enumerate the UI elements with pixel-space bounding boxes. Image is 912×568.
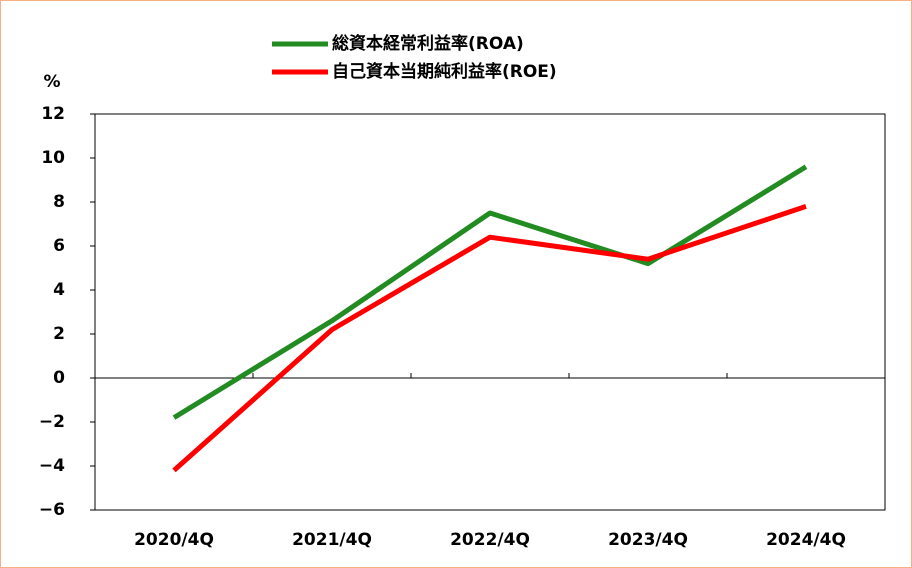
x-tick-label: 2024/4Q — [766, 530, 846, 550]
y-tick-label: −4 — [39, 456, 65, 476]
y-tick-label: −6 — [39, 500, 65, 520]
x-tick-label: 2020/4Q — [134, 530, 214, 550]
y-tick-label: 10 — [41, 148, 65, 168]
y-tick-label: 2 — [53, 324, 65, 344]
x-tick-label: 2022/4Q — [450, 530, 530, 550]
y-axis-label: % — [43, 72, 60, 92]
x-tick-label: 2021/4Q — [292, 530, 372, 550]
y-tick-label: 12 — [41, 104, 65, 124]
x-tick-label: 2023/4Q — [608, 530, 688, 550]
y-tick-label: −2 — [39, 412, 65, 432]
y-tick-label: 8 — [53, 192, 65, 212]
y-tick-label: 4 — [53, 280, 65, 300]
legend-label: 自己資本当期純利益率(ROE) — [332, 61, 557, 82]
data-line — [172, 164, 808, 420]
legend-label: 総資本経常利益率(ROA) — [332, 33, 524, 54]
data-line — [172, 204, 807, 473]
y-tick-label: 0 — [53, 368, 65, 388]
y-tick-label: 6 — [53, 236, 65, 256]
plot-area — [94, 113, 886, 511]
